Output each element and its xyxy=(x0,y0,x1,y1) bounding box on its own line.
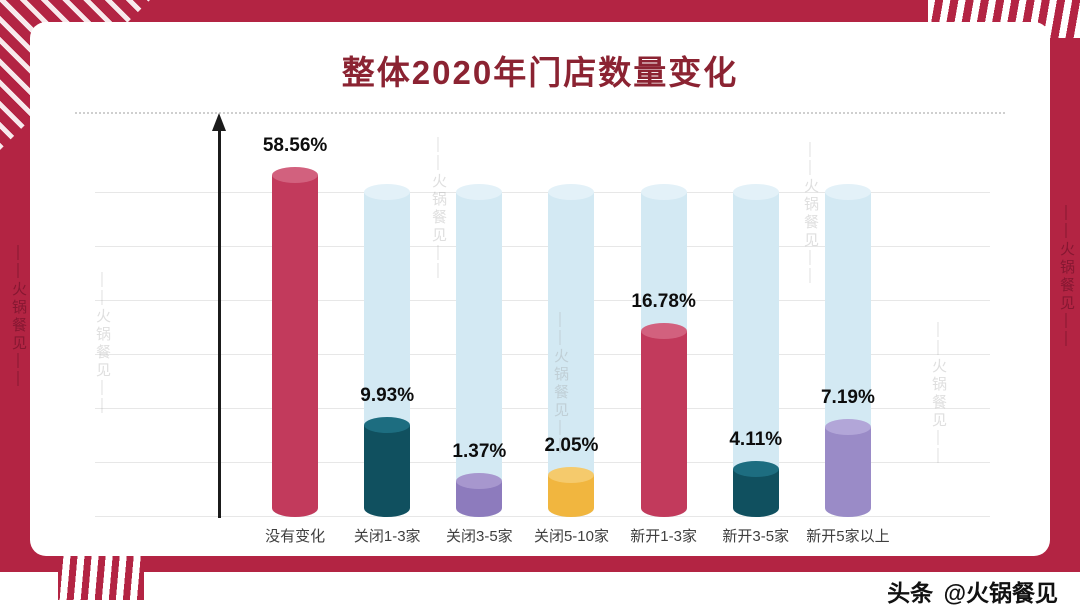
grid-line xyxy=(95,354,990,355)
x-axis-label: 关闭1-3家 xyxy=(353,528,421,545)
bar-track xyxy=(548,184,595,517)
bar-columns: 58.56% 9.93% 1.37% 2.05% 16.78% 4.11% 7.19% xyxy=(249,135,894,517)
grid-line xyxy=(95,300,990,301)
bar-value-label: 58.56% xyxy=(262,135,328,156)
chart-column: 58.56% xyxy=(249,135,341,517)
bar xyxy=(272,167,319,517)
attribution-handle: @火锅餐见 xyxy=(943,580,1058,606)
bar xyxy=(456,473,503,517)
attribution-prefix: 头条 xyxy=(887,580,934,606)
grid-line xyxy=(95,462,990,463)
x-axis-labels: 没有变化 关闭1-3家 关闭3-5家 关闭5-10家 新开1-3家 新开3-5家 新开5家以… xyxy=(249,525,894,546)
chart-title: 整体2020年门店数量变化 xyxy=(341,54,739,91)
grid-line xyxy=(95,192,990,193)
bar-value-label: 7.19% xyxy=(820,387,875,408)
bar-value-label: 1.37% xyxy=(452,441,507,462)
bar-value-label: 4.11% xyxy=(729,429,783,450)
chart-column: 9.93% xyxy=(341,157,433,517)
bar-track xyxy=(456,184,503,517)
title-divider xyxy=(75,112,1005,114)
watermark-text: ——火锅餐见—— xyxy=(94,272,111,416)
x-axis-label: 关闭3-5家 xyxy=(446,528,513,545)
bar xyxy=(548,467,595,517)
bar-value-label: 16.78% xyxy=(631,291,696,312)
chart-card: 整体2020年门店数量变化 58.56% 9.93% 1.37% 2.05% 16.78… xyxy=(30,22,1050,556)
bar xyxy=(732,461,779,517)
chart-column: 2.05% xyxy=(525,157,617,517)
x-axis-label: 没有变化 xyxy=(265,528,326,545)
bar-value-label: 2.05% xyxy=(544,435,599,456)
bar xyxy=(640,323,687,517)
grid-line xyxy=(95,408,990,409)
bar-value-label: 9.93% xyxy=(360,385,415,406)
bar xyxy=(364,417,411,517)
y-axis-arrow xyxy=(212,113,226,518)
x-axis-label: 新开1-3家 xyxy=(630,528,697,545)
chart-column: 4.11% xyxy=(710,157,802,517)
x-axis-label: 新开3-5家 xyxy=(722,528,790,545)
chart-column: 16.78% xyxy=(618,157,710,517)
x-axis-label: 关闭5-10家 xyxy=(533,528,609,545)
attribution: 头条 @火锅餐见 xyxy=(883,574,1058,608)
x-axis-label: 新开5家以上 xyxy=(806,528,890,545)
bar xyxy=(824,419,871,517)
watermark-text: ——火锅餐见—— xyxy=(930,322,947,466)
chart-column: 1.37% xyxy=(433,157,525,517)
chart-column: 7.19% xyxy=(802,157,894,517)
grid-line xyxy=(95,246,990,247)
grid-line xyxy=(95,516,990,517)
